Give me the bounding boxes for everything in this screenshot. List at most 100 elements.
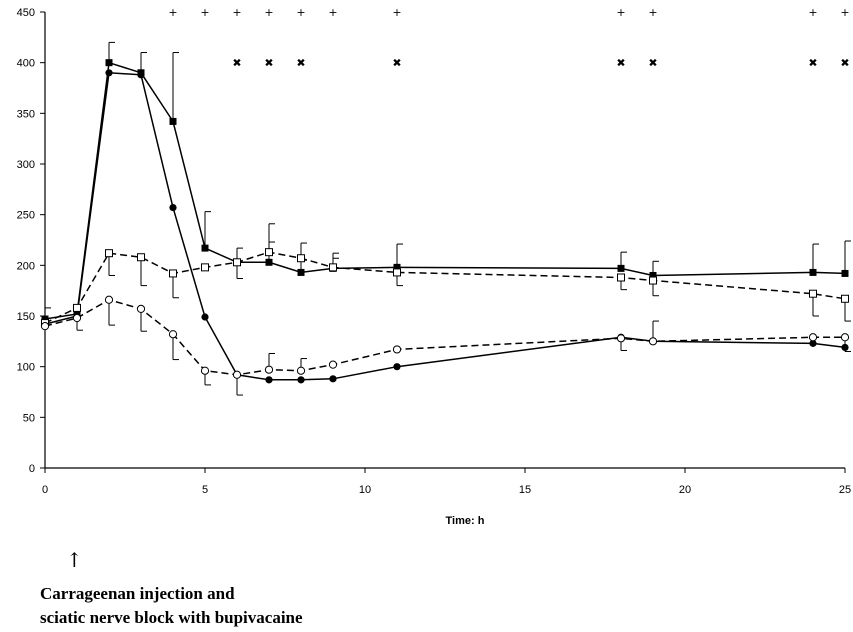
y-tick-label: 200 — [17, 260, 35, 272]
data-point-open-circle — [264, 365, 274, 374]
y-tick-label: 350 — [17, 108, 35, 120]
data-point-filled-circle — [393, 363, 401, 371]
data-point-filled-square — [649, 271, 657, 279]
data-point-filled-square — [41, 315, 49, 323]
data-point-open-circle — [200, 366, 210, 375]
data-point-open-square — [841, 294, 849, 303]
significance-marker: ✖ — [616, 57, 625, 70]
series-line-4 — [44, 298, 845, 376]
data-point-open-circle — [168, 330, 178, 339]
x-tick-label: 20 — [679, 484, 691, 496]
significance-marker: + — [264, 6, 273, 19]
data-point-filled-circle — [169, 203, 177, 212]
significance-marker: ✖ — [840, 57, 849, 70]
series-markers — [40, 59, 850, 384]
significance-markers: + + + + + + + + + + + ✖ ✖ ✖ ✖ ✖ ✖ ✖ ✖ — [168, 6, 849, 70]
x-tick-label: 25 — [839, 484, 851, 496]
annotation: Carrageenan injection and sciatic nerve … — [40, 582, 303, 630]
data-point-open-square — [297, 254, 305, 263]
data-point-open-square — [617, 273, 625, 282]
significance-marker: ✖ — [264, 57, 273, 70]
significance-marker: ✖ — [808, 57, 817, 70]
data-point-open-circle — [840, 333, 850, 342]
significance-marker: + — [232, 6, 241, 19]
data-point-filled-circle — [105, 69, 113, 77]
data-point-filled-circle — [137, 71, 145, 79]
significance-marker: + — [840, 6, 849, 19]
significance-marker: ✖ — [232, 57, 241, 70]
y-tick-label: 50 — [23, 412, 35, 424]
significance-marker: + — [392, 6, 401, 19]
data-point-filled-circle — [329, 375, 337, 383]
significance-marker: + — [296, 6, 305, 19]
data-point-filled-square — [617, 264, 625, 272]
series-line-1 — [44, 61, 846, 320]
annotation-line-1: Carrageenan injection and — [40, 584, 235, 603]
x-axis-title: Time: h — [446, 515, 485, 527]
data-point-filled-square — [201, 244, 209, 252]
data-point-open-circle — [232, 370, 242, 379]
data-point-open-square — [73, 303, 81, 312]
data-point-open-square — [105, 249, 113, 258]
significance-marker: ✖ — [392, 57, 401, 70]
significance-marker: + — [648, 6, 657, 19]
data-point-filled-square — [105, 59, 113, 67]
y-tick-label: 400 — [17, 58, 35, 70]
data-point-open-square — [393, 268, 401, 277]
data-point-open-square — [265, 248, 273, 257]
annotation-arrow: ↑ — [66, 548, 83, 572]
x-tick-label: 15 — [519, 484, 531, 496]
y-tick-label: 100 — [17, 362, 35, 374]
data-point-open-circle — [808, 333, 818, 342]
series-line-3 — [44, 251, 846, 324]
y-tick-label: 450 — [17, 7, 35, 19]
significance-marker: + — [328, 6, 337, 19]
data-point-open-circle — [40, 322, 50, 331]
significance-marker: ✖ — [648, 57, 657, 70]
axes — [40, 11, 846, 473]
data-point-open-circle — [392, 345, 402, 354]
data-point-open-square — [201, 263, 209, 272]
data-point-open-circle — [104, 295, 114, 304]
data-point-filled-circle — [809, 339, 817, 347]
data-point-open-square — [233, 258, 241, 267]
x-tick-label: 5 — [202, 484, 208, 496]
y-tick-label: 0 — [29, 463, 35, 475]
data-point-open-circle — [136, 304, 146, 314]
data-point-filled-circle — [201, 313, 209, 321]
y-tick-label: 250 — [17, 210, 35, 222]
data-point-filled-square — [393, 263, 401, 271]
data-point-filled-square — [265, 258, 273, 266]
x-tick-label: 0 — [42, 484, 48, 496]
significance-marker: + — [808, 6, 817, 19]
significance-marker: + — [200, 6, 209, 19]
data-point-filled-square — [297, 268, 305, 276]
data-point-open-square — [329, 263, 337, 272]
data-point-open-circle — [648, 337, 658, 346]
data-point-filled-circle — [841, 343, 849, 352]
annotation-line-2: sciatic nerve block with bupivacaine — [40, 608, 303, 627]
data-point-open-square — [649, 276, 657, 285]
significance-marker: + — [616, 6, 625, 19]
data-point-filled-square — [841, 269, 849, 277]
y-tick-label: 300 — [17, 159, 35, 171]
data-point-filled-square — [809, 268, 817, 276]
x-tick-label: 10 — [359, 484, 371, 496]
data-point-open-circle — [328, 360, 338, 369]
tick-labels: 0 50 100 150 200 250 300 350 400 450 0 5 10 15 20 25 Tim… — [17, 7, 851, 527]
data-point-open-square — [809, 289, 817, 298]
series-lines — [44, 61, 846, 381]
data-point-open-square — [137, 253, 145, 262]
significance-marker: + — [168, 6, 177, 19]
data-point-open-circle — [616, 334, 626, 343]
data-point-open-square — [169, 269, 177, 278]
series-line-2 — [44, 72, 846, 381]
data-point-open-circle — [72, 313, 82, 323]
y-tick-label: 150 — [17, 311, 35, 323]
data-point-filled-circle — [297, 376, 305, 384]
significance-marker: ✖ — [296, 57, 305, 70]
data-point-filled-square — [169, 117, 177, 125]
data-point-open-circle — [296, 366, 306, 375]
data-point-filled-circle — [265, 376, 273, 384]
